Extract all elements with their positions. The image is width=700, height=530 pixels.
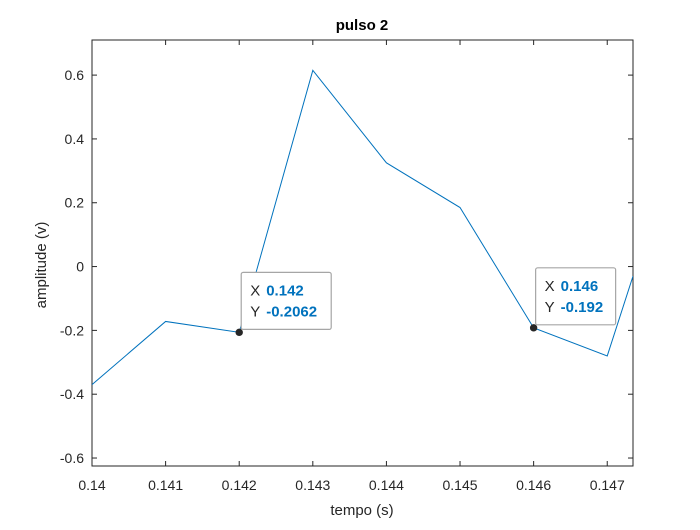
x-tick-label: 0.145 xyxy=(443,477,478,493)
datatip-axis-label: X xyxy=(545,278,555,295)
x-tick-label: 0.144 xyxy=(369,477,404,493)
data-point xyxy=(457,205,463,211)
data-point xyxy=(163,318,169,324)
datatip-marker xyxy=(529,324,538,332)
y-tick-label: 0.6 xyxy=(65,67,85,83)
series-line xyxy=(92,69,633,386)
datatip[interactable]: X 0.146 Y -0.192 xyxy=(529,267,617,332)
data-point xyxy=(310,67,316,73)
x-axis-label: tempo (s) xyxy=(330,502,393,519)
datatip-marker xyxy=(235,328,243,337)
datatip-value: -0.2062 xyxy=(266,303,317,320)
data-point xyxy=(630,273,636,279)
datatip-value: 0.146 xyxy=(561,278,599,295)
datatip-row: Y -0.2062 xyxy=(250,303,317,320)
y-tick-label: -0.2 xyxy=(60,322,84,338)
x-tick-label: 0.143 xyxy=(295,477,330,493)
datatip-row: X 0.142 xyxy=(250,282,304,299)
datatip[interactable]: X 0.142 Y -0.2062 xyxy=(235,271,332,337)
axes-box xyxy=(91,39,634,467)
data-point xyxy=(604,353,610,359)
x-tick-label: 0.146 xyxy=(516,477,551,493)
datatip-box xyxy=(240,271,332,330)
data-point xyxy=(89,382,95,388)
x-tick-label: 0.142 xyxy=(222,477,257,493)
x-tick-label: 0.14 xyxy=(78,477,105,493)
datatip-value: -0.192 xyxy=(561,299,604,316)
y-tick-label: 0.4 xyxy=(65,131,85,147)
y-axis-label: amplitude (v) xyxy=(33,222,50,309)
y-tick-label: 0.2 xyxy=(65,195,85,211)
datatip-axis-label: Y xyxy=(250,303,260,320)
datatip-row: X 0.146 xyxy=(545,278,599,295)
datatip-axis-label: X xyxy=(250,282,260,299)
data-point xyxy=(383,160,389,166)
x-tick-label: 0.141 xyxy=(148,477,183,493)
y-tick-label: 0 xyxy=(76,259,84,275)
datatip-axis-label: Y xyxy=(545,299,555,316)
chart-title: pulso 2 xyxy=(336,17,389,34)
y-tick-label: -0.6 xyxy=(60,450,84,466)
datatip-box xyxy=(535,267,617,326)
datatip-row: Y -0.192 xyxy=(545,299,604,316)
y-tick-label: -0.4 xyxy=(60,386,84,402)
datatip-value: 0.142 xyxy=(266,282,304,299)
x-tick-label: 0.147 xyxy=(590,477,625,493)
plot-area: 0.14 0.141 0.142 0.143 0.144 0.145 0.146 0.147 -… xyxy=(60,39,636,493)
